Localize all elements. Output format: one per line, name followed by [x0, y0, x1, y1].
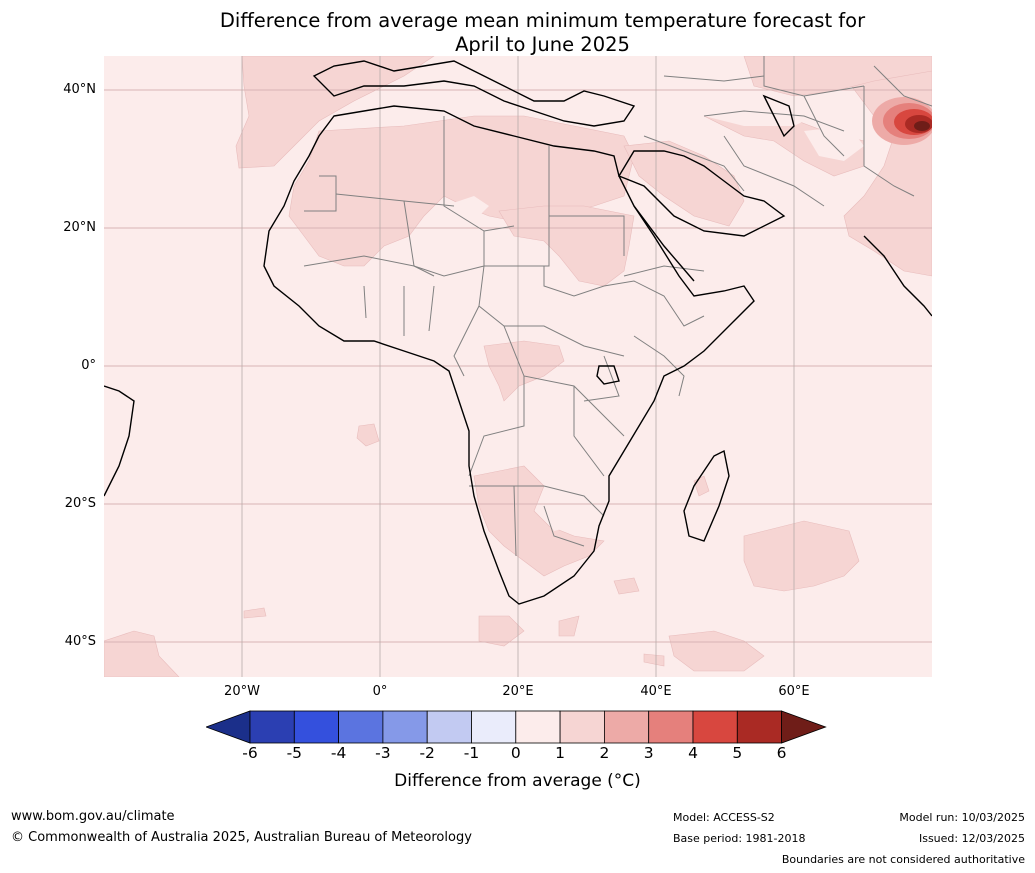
- india-coastline: [863, 235, 932, 317]
- colorbar-segment: [471, 710, 517, 744]
- lake-victoria: [596, 365, 620, 385]
- colorbar-tick-label: -5: [286, 744, 303, 762]
- colorbar-segment: [736, 710, 782, 744]
- lat-label-20n: 20°N: [63, 220, 96, 235]
- lon-label-0: 0°: [372, 684, 388, 699]
- colorbar-segment: [338, 710, 384, 744]
- lon-label-20w: 20°W: [224, 684, 260, 699]
- anomaly-patch-southern-ocean-2: [668, 630, 765, 672]
- anomaly-patch-southern-africa: [473, 465, 605, 577]
- anomaly-patch-south-atlantic-5: [643, 653, 665, 667]
- colorbar-extend-low: [206, 710, 251, 744]
- anomaly-hotspot: [872, 97, 932, 145]
- colorbar-tick-label: -4: [330, 744, 347, 762]
- lat-label-40s: 40°S: [64, 634, 96, 649]
- south-america-coastline: [104, 385, 135, 497]
- colorbar-segment: [382, 710, 428, 744]
- colorbar-tick-label: 4: [688, 744, 698, 762]
- anomaly-patch-cape: [613, 577, 640, 595]
- colorbar-segment: [692, 710, 738, 744]
- lon-label-60e: 60°E: [778, 684, 810, 699]
- anomaly-patch-south-atlantic-2: [478, 615, 525, 647]
- colorbar-tick-label: 0: [510, 744, 521, 762]
- caspian-coastline: [762, 94, 795, 138]
- footer-model: Model: ACCESS-S2: [673, 811, 775, 824]
- anomaly-patch-indian-ocean: [743, 520, 860, 592]
- colorbar-tick-label: -3: [375, 744, 391, 762]
- lat-label-40n: 40°N: [63, 82, 96, 97]
- forecast-map: [104, 56, 932, 677]
- footer-issued: Issued: 12/03/2025: [918, 832, 1025, 845]
- colorbar-tick-label: 3: [643, 744, 654, 762]
- anomaly-patch-east-europe: [743, 56, 932, 97]
- europe-coastline: [312, 60, 636, 127]
- anomaly-patch-south-atlantic-4: [243, 607, 267, 619]
- colorbar-tick-label: 1: [555, 744, 566, 762]
- anomaly-patch-atlantic-north: [235, 56, 435, 169]
- lon-label-40e: 40°E: [640, 684, 672, 699]
- lon-label-20e: 20°E: [502, 684, 534, 699]
- colorbar: [206, 710, 827, 744]
- colorbar-segment: [648, 710, 694, 744]
- anomaly-patch-sahara-east: [498, 205, 635, 287]
- colorbar-segment: [559, 710, 605, 744]
- colorbar-segment: [426, 710, 472, 744]
- colorbar-label: Difference from average (°C): [394, 771, 641, 791]
- lat-label-0: 0°: [81, 358, 96, 373]
- colorbar-extend-high: [781, 710, 827, 744]
- arabia-coastline: [617, 150, 786, 237]
- colorbar-tick-label: 2: [599, 744, 610, 762]
- footer-base-period: Base period: 1981-2018: [673, 832, 806, 845]
- footer-copyright: © Commonwealth of Australia 2025, Austra…: [11, 830, 472, 845]
- meridians: [241, 56, 795, 677]
- map-title-line-2: April to June 2025: [455, 33, 630, 56]
- map-title-line-1: Difference from average mean minimum tem…: [219, 9, 866, 32]
- map-canvas: [104, 56, 932, 677]
- anomaly-patch-south-atlantic-3: [558, 615, 580, 637]
- coastlines: [104, 60, 932, 605]
- africa-coastline: [263, 105, 755, 605]
- footer-website: www.bom.gov.au/climate: [11, 809, 175, 824]
- colorbar-segment: [603, 710, 650, 744]
- colorbar-segment: [293, 710, 340, 744]
- country-borders: [303, 56, 932, 557]
- colorbar-tick-label: -1: [463, 744, 480, 762]
- anomaly-patch-congo: [483, 340, 565, 402]
- colorbar-tick-label: -6: [242, 744, 258, 762]
- anomaly-patch-arabia: [623, 140, 745, 227]
- colorbar-segment: [515, 710, 561, 744]
- footer-disclaimer: Boundaries are not considered authoritat…: [781, 853, 1025, 866]
- footer-model-run: Model run: 10/03/2025: [899, 811, 1025, 824]
- anomaly-patch-south-atlantic-1: [356, 423, 380, 447]
- red-sea-coast: [633, 205, 695, 282]
- colorbar-segment: [249, 710, 295, 744]
- colorbar-tick-label: -2: [419, 744, 435, 762]
- colorbar-tick-label: 6: [776, 744, 787, 762]
- lat-label-20s: 20°S: [64, 496, 96, 511]
- colorbar-tick-label: 5: [732, 744, 743, 762]
- madagascar-coastline: [683, 449, 730, 542]
